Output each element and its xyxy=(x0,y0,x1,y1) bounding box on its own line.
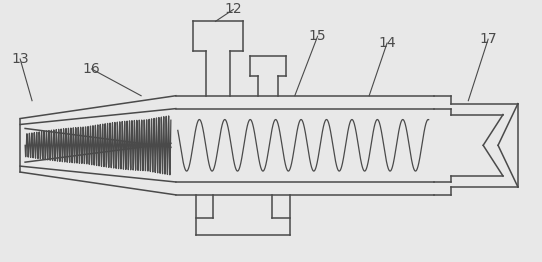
Text: 16: 16 xyxy=(83,62,100,76)
Text: 15: 15 xyxy=(309,29,326,43)
Text: 13: 13 xyxy=(11,52,29,66)
Text: 17: 17 xyxy=(479,32,497,46)
Text: 12: 12 xyxy=(224,2,242,17)
Text: 14: 14 xyxy=(378,36,396,50)
